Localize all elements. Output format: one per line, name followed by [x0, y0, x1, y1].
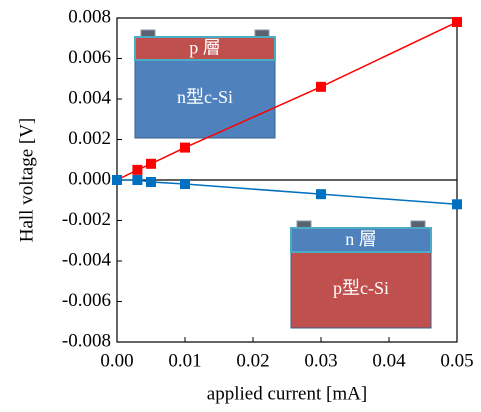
marker [146, 159, 156, 169]
x-tick-label: 0.03 [304, 350, 337, 371]
x-axis-label: applied current [mA] [207, 383, 367, 404]
x-tick-label: 0.05 [440, 350, 473, 371]
marker [316, 189, 326, 199]
y-axis-label: Hall voltage [V] [16, 118, 37, 243]
marker [316, 82, 326, 92]
substrate-label: p型c-Si [333, 278, 389, 298]
y-tick-label: -0.008 [62, 330, 111, 351]
marker [180, 179, 190, 189]
top-layer-label: p 層 [189, 38, 221, 58]
x-tick-label: 0.02 [236, 350, 269, 371]
marker [452, 17, 462, 27]
electrode [297, 221, 311, 228]
substrate-label: n型c-Si [177, 87, 233, 107]
chart: applied current [mA] Hall voltage [V] p … [0, 0, 481, 412]
electrode [255, 30, 269, 37]
y-tick-label: 0.004 [68, 87, 111, 108]
y-tick-label: -0.006 [62, 290, 111, 311]
y-tick-label: 0.002 [68, 128, 111, 149]
y-tick-label: 0.008 [68, 6, 111, 27]
marker [132, 175, 142, 185]
y-tick-label: 0.006 [68, 47, 111, 68]
electrode [411, 221, 425, 228]
marker [132, 165, 142, 175]
marker [146, 177, 156, 187]
y-tick-label: 0.000 [68, 168, 111, 189]
marker [452, 199, 462, 209]
y-tick-label: -0.002 [62, 209, 111, 230]
top-layer-label: n 層 [345, 229, 377, 249]
x-tick-label: 0.04 [372, 350, 406, 371]
marker [112, 175, 122, 185]
x-tick-label: 0.01 [168, 350, 201, 371]
x-tick-label: 0.00 [100, 350, 133, 371]
y-tick-label: -0.004 [62, 249, 112, 270]
electrode [141, 30, 155, 37]
inset: p 層 n型c-Si [135, 30, 275, 138]
inset: n 層 p型c-Si [291, 221, 431, 328]
series-line [117, 180, 457, 204]
marker [180, 143, 190, 153]
